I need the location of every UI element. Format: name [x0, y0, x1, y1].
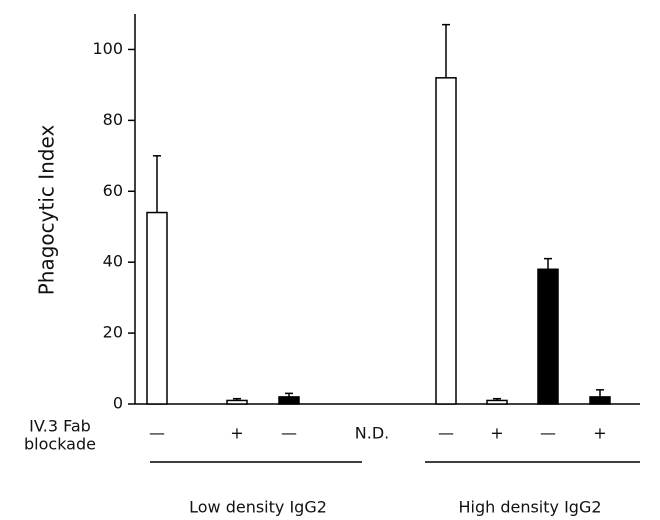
y-tick-label: 60 — [103, 181, 123, 200]
x-tick-label: + — [593, 424, 606, 443]
bar — [226, 399, 248, 405]
y-tick-label: 20 — [103, 323, 123, 342]
y-tick-label: 0 — [113, 394, 123, 413]
y-axis-label: Phagocytic Index — [35, 125, 59, 296]
group-label: High density IgG2 — [458, 498, 601, 517]
bar — [146, 211, 168, 405]
bar — [486, 399, 508, 405]
x-tick-label: — — [281, 424, 297, 443]
bar — [589, 396, 611, 405]
y-tick-label: 100 — [92, 39, 123, 58]
bar — [435, 77, 457, 405]
x-tick-label: — — [149, 424, 165, 443]
y-tick-label: 80 — [103, 110, 123, 129]
x-tick-label: + — [230, 424, 243, 443]
row-label: IV.3 Fab — [29, 417, 91, 436]
row-label: blockade — [24, 435, 96, 454]
x-tick-label: — — [540, 424, 556, 443]
bar — [278, 396, 300, 405]
x-tick-label: — — [438, 424, 454, 443]
x-tick-label: + — [490, 424, 503, 443]
x-tick-label: N.D. — [355, 424, 389, 443]
y-tick-label: 40 — [103, 252, 123, 271]
bar — [537, 268, 559, 405]
group-label: Low density IgG2 — [189, 498, 327, 517]
